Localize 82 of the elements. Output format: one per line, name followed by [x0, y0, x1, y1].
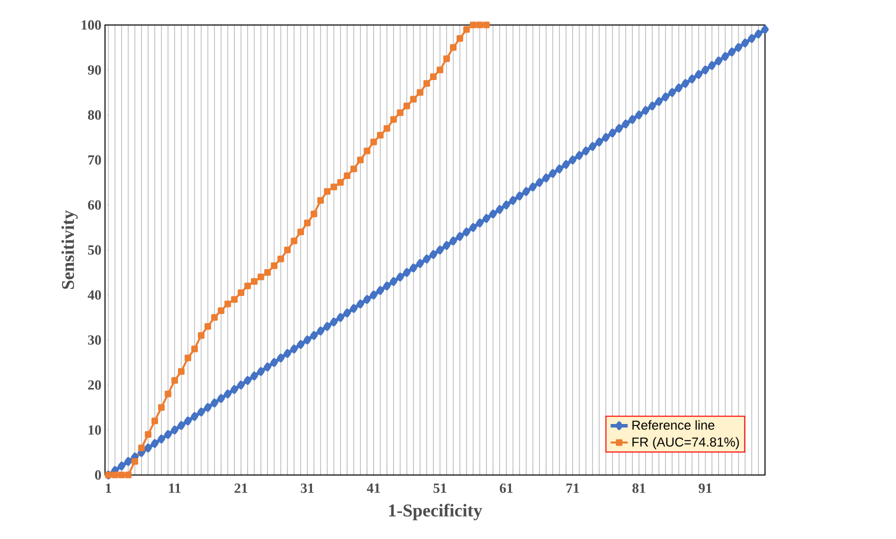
point — [396, 109, 404, 116]
x-tick-label: 11 — [169, 483, 181, 493]
y-tick-label: 50 — [88, 245, 101, 255]
point — [164, 390, 172, 398]
y-tick-label: 80 — [88, 110, 101, 120]
point — [410, 96, 417, 103]
y-tick-label: 100 — [82, 20, 101, 30]
point — [218, 307, 224, 314]
x-tick-label: 41 — [366, 483, 380, 493]
point — [178, 368, 185, 375]
point — [204, 323, 212, 330]
legend-label: FR (AUC=74.81%) — [632, 437, 739, 450]
x-axis-title: 1-Specificity — [389, 504, 482, 520]
point — [450, 44, 457, 51]
point — [144, 431, 152, 438]
point — [184, 354, 192, 362]
x-tick-label: 51 — [434, 483, 446, 493]
point — [171, 377, 178, 384]
x-tick-label: 91 — [698, 484, 712, 493]
point — [370, 138, 377, 146]
y-tick-label: 70 — [88, 155, 101, 165]
point — [416, 89, 424, 96]
point — [330, 184, 338, 190]
x-tick-label: 81 — [632, 484, 646, 493]
y-tick-label: 40 — [88, 290, 101, 300]
point — [404, 102, 410, 110]
point — [456, 35, 464, 42]
point — [463, 26, 470, 33]
point — [376, 132, 384, 139]
point — [290, 238, 298, 244]
point — [430, 73, 437, 80]
point — [483, 22, 490, 28]
point — [344, 172, 350, 180]
point — [258, 274, 264, 280]
point — [470, 22, 476, 28]
point — [324, 188, 331, 195]
point — [310, 210, 318, 218]
point — [384, 125, 390, 132]
point — [231, 296, 238, 303]
point — [284, 246, 291, 254]
point — [250, 278, 258, 285]
x-tick-label: 21 — [234, 484, 248, 493]
point — [211, 314, 218, 321]
x-tick-label: 31 — [300, 484, 314, 493]
y-tick-label: 90 — [88, 65, 101, 75]
point — [264, 269, 271, 276]
point — [297, 228, 304, 236]
point — [317, 197, 324, 204]
point — [158, 404, 165, 411]
point — [270, 262, 278, 270]
y-tick-label: 10 — [88, 425, 101, 435]
point — [357, 156, 364, 164]
point — [476, 22, 484, 28]
point — [443, 55, 450, 62]
point — [436, 66, 444, 74]
point — [423, 80, 430, 87]
point — [364, 148, 370, 154]
point — [244, 282, 251, 290]
y-tick-label: 0 — [95, 470, 101, 480]
point — [277, 256, 284, 262]
point — [304, 220, 311, 226]
x-tick-label: 1 — [106, 483, 112, 493]
point — [198, 332, 204, 339]
y-tick-label: 60 — [88, 200, 101, 210]
y-axis-title: Sensitivity — [61, 210, 78, 289]
point — [191, 346, 198, 352]
x-tick-label: 71 — [566, 483, 579, 493]
point — [390, 116, 397, 123]
point — [112, 472, 118, 478]
y-tick-label: 30 — [88, 335, 101, 345]
x-tick-label: 61 — [500, 484, 513, 493]
point — [132, 458, 138, 465]
point — [350, 166, 358, 172]
point — [151, 418, 158, 424]
point — [224, 300, 232, 308]
y-tick-label: 20 — [88, 380, 101, 390]
point — [118, 472, 125, 478]
legend-label: Reference line — [632, 420, 714, 430]
point — [337, 179, 344, 186]
point — [238, 289, 244, 296]
point — [124, 472, 132, 478]
point — [138, 444, 145, 452]
